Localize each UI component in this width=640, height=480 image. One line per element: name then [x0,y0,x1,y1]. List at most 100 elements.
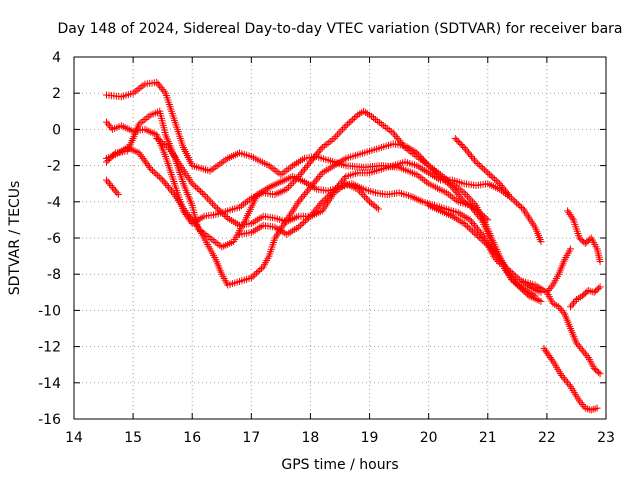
data-point-marker [157,175,165,183]
data-point-marker [595,284,603,292]
data-point-marker [317,145,325,153]
data-point-marker [518,203,526,211]
data-point-marker [342,122,350,130]
data-point-marker [350,114,358,122]
data-point-marker [479,237,487,245]
data-point-marker [596,370,604,378]
y-tick-label: -14 [38,376,61,392]
data-point-marker [542,348,550,356]
data-point-marker [308,210,316,218]
data-point-marker [456,139,464,147]
data-point-marker [357,189,365,197]
data-point-marker [104,178,112,186]
data-point-marker [454,137,462,145]
data-point-marker [212,203,220,211]
y-tick-label: -4 [47,195,61,211]
data-point-marker [469,154,477,162]
data-point-marker [166,185,174,193]
data-point-marker [395,136,403,144]
data-point-marker [359,191,367,199]
data-point-marker [333,183,341,191]
data-point-marker [330,187,338,195]
data-point-marker [309,180,317,188]
series-arc11 [543,245,575,296]
data-point-marker [339,125,347,133]
data-point-marker [373,204,381,212]
data-point-marker [475,161,483,169]
data-point-marker [252,269,260,277]
series-arc13 [564,207,604,266]
data-point-marker [522,289,530,297]
data-point-marker [345,119,353,127]
data-point-marker [492,177,500,185]
data-point-marker [485,170,493,178]
data-point-marker [423,160,431,168]
data-point-marker [572,339,580,347]
data-point-marker [581,350,589,358]
data-point-marker [470,221,478,229]
data-point-marker [556,305,564,313]
data-point-marker [192,183,200,191]
data-point-marker [322,195,330,203]
data-point-marker [360,192,368,200]
data-point-marker [290,178,298,186]
data-point-marker [317,200,325,208]
series-arc10 [519,277,604,378]
data-point-marker [391,131,399,139]
data-point-marker [491,175,499,183]
data-point-marker [362,194,370,202]
y-tick-label: -2 [47,159,61,175]
data-point-marker [154,80,162,88]
data-point-marker [469,220,477,228]
data-point-marker [315,147,323,155]
data-point-marker [457,194,465,202]
data-point-marker [105,180,113,188]
x-tick-label: 16 [183,430,201,446]
data-point-marker [146,163,154,171]
x-tick-label: 21 [479,430,497,446]
data-point-marker [565,209,573,217]
data-point-marker [111,187,119,195]
data-point-marker [300,218,308,226]
data-point-marker [425,162,433,170]
data-point-marker [159,86,167,94]
data-point-marker [247,274,255,282]
y-tick-label: -12 [38,340,61,356]
data-point-marker [190,181,198,189]
data-point-marker [302,163,310,171]
data-point-marker [207,198,215,206]
data-point-marker [472,205,480,213]
data-point-marker [303,187,311,195]
data-point-marker [489,173,497,181]
data-point-marker [286,182,294,190]
data-point-marker [222,213,230,221]
data-point-marker [428,165,436,173]
data-point-marker [193,221,201,229]
data-point-marker [296,196,304,204]
data-point-marker [200,191,208,199]
data-point-marker [315,172,323,180]
data-point-marker [339,176,347,184]
data-point-marker [537,238,545,246]
data-point-marker [484,216,492,224]
data-point-marker [575,397,583,405]
data-point-marker [256,266,264,274]
data-point-marker [296,222,304,230]
data-point-marker [371,202,379,210]
data-point-marker [147,165,155,173]
data-point-marker [480,238,488,246]
data-point-marker [113,189,121,197]
data-point-marker [558,372,566,380]
data-point-marker [496,259,504,267]
data-point-marker [569,299,577,307]
data-point-marker [309,154,317,162]
data-point-marker [190,218,198,226]
data-point-marker [398,140,406,148]
data-point-marker [105,122,113,130]
data-point-marker [493,256,501,264]
data-point-marker [298,169,306,177]
data-point-marker [107,182,115,190]
data-point-marker [103,176,111,184]
data-point-marker [578,346,586,354]
